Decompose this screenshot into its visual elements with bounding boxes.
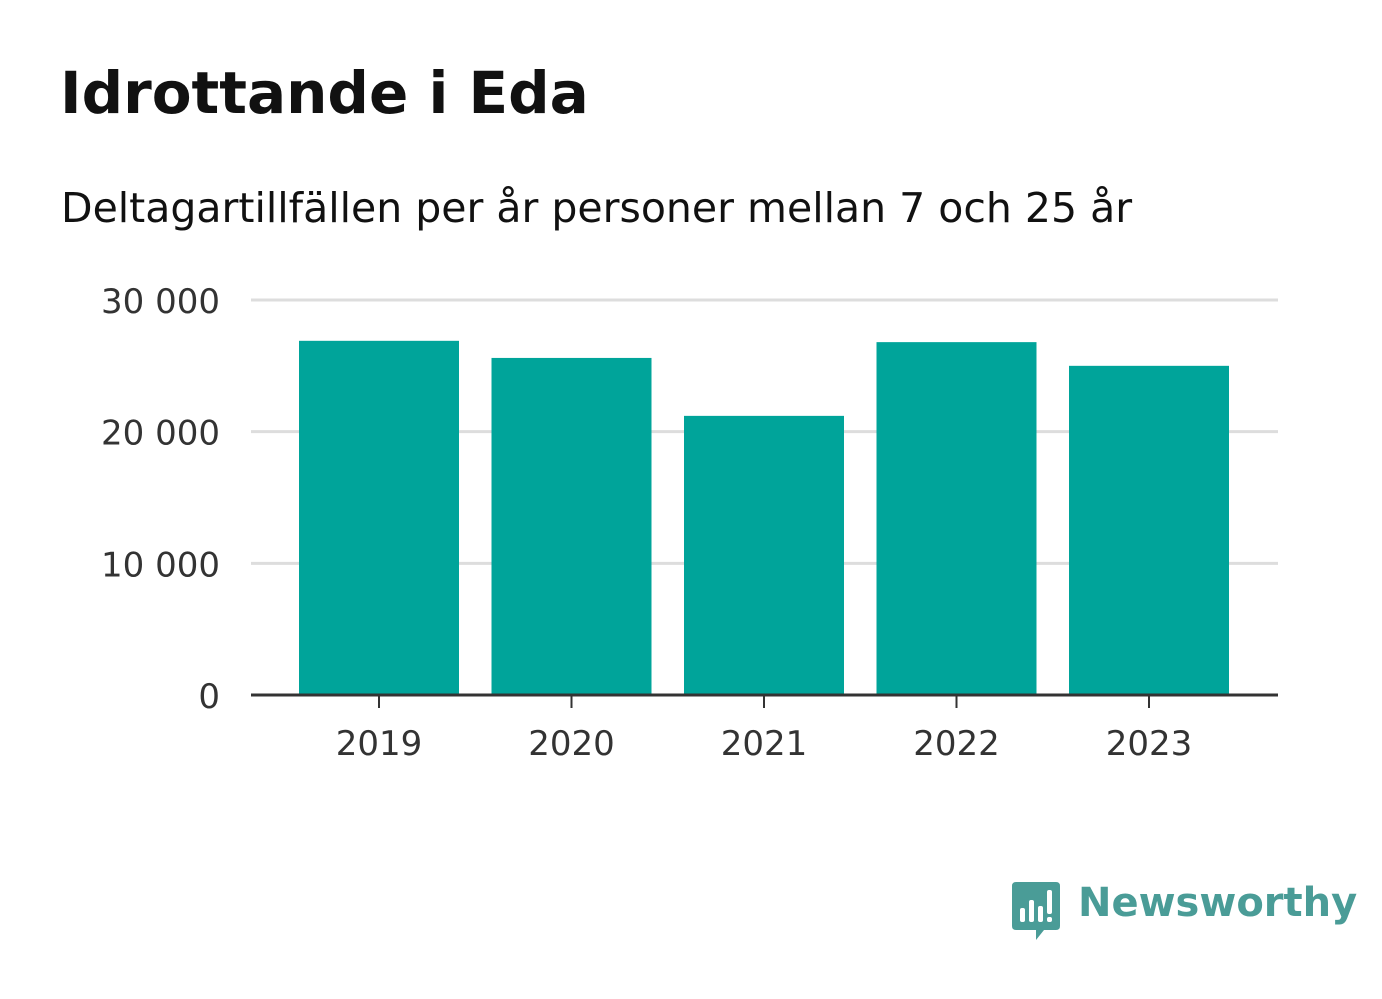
bar-2019 bbox=[299, 340, 459, 695]
bars bbox=[299, 340, 1229, 695]
x-tick-label: 2020 bbox=[528, 724, 615, 764]
x-tick-label: 2021 bbox=[721, 724, 808, 764]
bar-2023 bbox=[1069, 365, 1229, 695]
x-tick-label: 2022 bbox=[913, 724, 1000, 764]
newsworthy-logo: Newsworthy bbox=[1010, 878, 1357, 940]
x-tick-label: 2023 bbox=[1106, 724, 1193, 764]
x-axis-ticks: 2019 2020 2021 2022 2023 bbox=[336, 695, 1193, 764]
brand-name: Newsworthy bbox=[1078, 880, 1358, 926]
chart-title: Idrottande i Eda bbox=[60, 59, 589, 127]
y-tick-label: 30 000 bbox=[101, 282, 220, 322]
bar-chart-speech-bubble-icon bbox=[1012, 882, 1060, 940]
y-tick-label: 10 000 bbox=[101, 545, 220, 585]
bar-2022 bbox=[876, 342, 1037, 695]
x-tick-label: 2019 bbox=[336, 724, 423, 764]
y-tick-label: 0 bbox=[198, 677, 220, 717]
bar-2020 bbox=[491, 357, 652, 695]
chart-subtitle: Deltagartillfällen per år personer mella… bbox=[61, 184, 1133, 232]
y-axis-ticks: 0 10 000 20 000 30 000 bbox=[101, 282, 220, 717]
y-tick-label: 20 000 bbox=[101, 414, 220, 454]
bar-2021 bbox=[684, 415, 844, 695]
